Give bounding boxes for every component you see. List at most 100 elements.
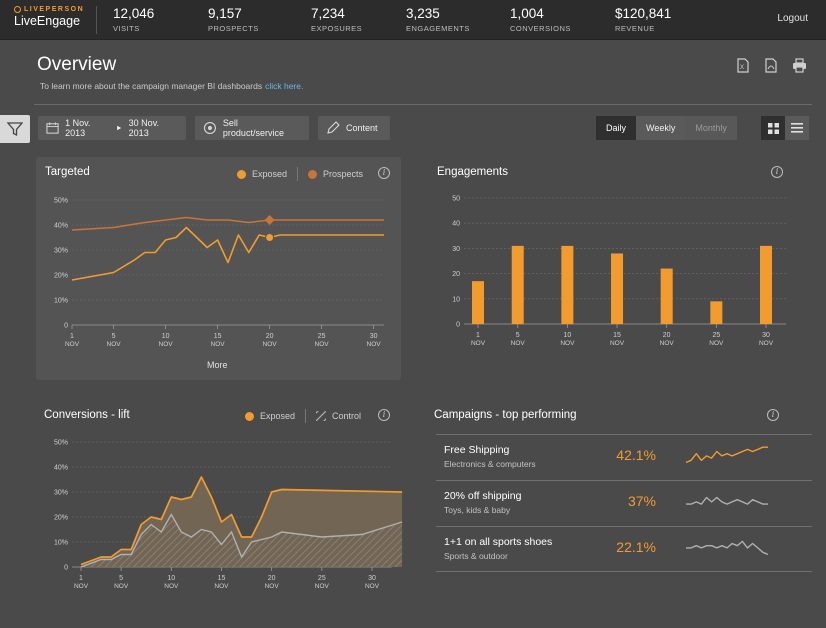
x-tick-label: 25 <box>712 332 720 339</box>
engagements-title: Engagements <box>437 166 508 178</box>
list-view-button[interactable] <box>785 116 809 140</box>
excel-export-icon[interactable]: X <box>736 58 750 73</box>
x-tick-month: NOV <box>265 583 280 590</box>
stat-value: 3,235 <box>406 6 440 21</box>
series-line-exposed[interactable] <box>80 476 403 566</box>
subtitle-text: To learn more about the campaign manager… <box>40 81 263 91</box>
learn-more-link[interactable]: click here. <box>265 81 304 91</box>
stat-label: REVENUE <box>615 24 655 33</box>
x-tick-month: NOV <box>511 340 526 347</box>
engagement-bar[interactable] <box>561 245 574 324</box>
x-tick-label: 20 <box>268 575 276 582</box>
conversions-title: Conversions - lift <box>44 409 130 421</box>
control-hatch-icon <box>316 411 327 421</box>
conversions-info-icon[interactable]: i <box>378 409 390 421</box>
logo[interactable]: LIVEPERSON LiveEngage <box>14 6 84 28</box>
x-tick-month: NOV <box>65 341 80 348</box>
campaign-row[interactable]: 20% off shipping Toys, kids & baby 37% <box>436 480 812 526</box>
y-tick-label: 30% <box>54 248 68 255</box>
goal-button[interactable]: Sell product/service <box>195 116 309 140</box>
x-tick-label: 30 <box>368 575 376 582</box>
y-tick-label: 0 <box>64 565 68 572</box>
engagement-bar[interactable] <box>511 245 524 324</box>
x-tick-label: 1 <box>79 575 83 582</box>
stat-revenue: $120,841 REVENUE <box>615 6 671 33</box>
y-tick-label: 30% <box>54 490 68 497</box>
x-tick-month: NOV <box>610 340 625 347</box>
engagement-bar[interactable] <box>710 301 723 324</box>
engagement-bar[interactable] <box>472 281 484 324</box>
x-tick-label: 20 <box>266 333 274 340</box>
stat-visits: 12,046 VISITS <box>113 6 154 33</box>
target-icon <box>203 121 216 135</box>
y-tick-label: 0 <box>456 322 460 329</box>
conv-exposed-legend-label: Exposed <box>260 411 296 421</box>
campaign-sparkline <box>686 496 768 505</box>
campaign-category: Sports & outdoor <box>444 551 508 561</box>
view-toggle <box>761 116 809 140</box>
top-bar: LIVEPERSON LiveEngage 12,046 VISITS 9,157 P… <box>0 0 826 40</box>
content-button[interactable]: Content <box>318 116 390 140</box>
logout-link[interactable]: Logout <box>777 13 808 24</box>
campaign-sparkline <box>686 540 769 556</box>
engagements-info-icon[interactable]: i <box>771 166 783 178</box>
grid-view-button[interactable] <box>761 116 785 140</box>
engagement-bar[interactable] <box>660 268 673 324</box>
date-range-button[interactable]: 1 Nov. 2013 ► 30 Nov. 2013 <box>38 116 186 140</box>
period-weekly-tab[interactable]: Weekly <box>636 116 686 140</box>
period-daily-tab[interactable]: Daily <box>596 116 637 140</box>
pdf-export-icon[interactable] <box>764 58 778 73</box>
period-monthly-tab[interactable]: Monthly <box>685 116 737 140</box>
x-tick-month: NOV <box>159 341 174 348</box>
header-rule <box>34 104 812 105</box>
print-icon[interactable] <box>792 58 806 73</box>
engagement-bar[interactable] <box>760 245 772 324</box>
stat-value: $120,841 <box>615 6 672 21</box>
x-tick-month: NOV <box>263 341 278 348</box>
conv-exposed-legend-dot <box>245 411 254 421</box>
x-tick-label: 10 <box>167 575 175 582</box>
campaigns-title: Campaigns - top performing <box>434 409 577 421</box>
x-tick-month: NOV <box>660 340 675 347</box>
y-tick-label: 40 <box>452 221 460 228</box>
x-tick-month: NOV <box>560 340 575 347</box>
x-tick-label: 5 <box>119 575 123 582</box>
campaign-row[interactable]: Free Shipping Electronics & computers 42.1… <box>436 434 812 480</box>
x-tick-label: 10 <box>563 332 571 339</box>
y-tick-label: 20 <box>452 271 460 278</box>
targeted-info-icon[interactable]: i <box>378 167 390 179</box>
x-tick-label: 1 <box>476 332 480 339</box>
content-label: Content <box>346 123 378 133</box>
campaign-row[interactable]: 1+1 on all sports shoes Sports & outdoor 2… <box>436 526 812 572</box>
x-tick-month: NOV <box>214 583 229 590</box>
campaign-name: 1+1 on all sports shoes <box>444 536 553 548</box>
exposed-marker[interactable] <box>265 233 275 242</box>
x-tick-month: NOV <box>367 341 382 348</box>
filter-button[interactable] <box>0 115 30 143</box>
x-tick-label: 15 <box>613 332 621 339</box>
x-tick-label: 30 <box>370 333 378 340</box>
prospects-marker[interactable] <box>264 215 275 225</box>
conv-legend-divider <box>305 409 307 423</box>
x-tick-label: 15 <box>214 333 222 340</box>
x-tick-label: 25 <box>318 333 326 340</box>
stat-label: EXPOSURES <box>311 24 363 33</box>
campaigns-bottom-rule <box>436 571 812 572</box>
y-tick-label: 50 <box>452 196 460 203</box>
series-line-control[interactable] <box>80 513 403 568</box>
campaigns-info-icon[interactable]: i <box>767 409 779 421</box>
campaign-category: Toys, kids & baby <box>444 505 511 515</box>
y-tick-label: 20% <box>54 515 68 522</box>
x-tick-month: NOV <box>107 341 122 348</box>
x-tick-month: NOV <box>211 341 226 348</box>
targeted-title: Targeted <box>45 166 90 178</box>
y-tick-label: 10 <box>452 296 460 303</box>
stat-exposures: 7,234 EXPOSURES <box>311 6 362 33</box>
targeted-panel <box>36 157 401 380</box>
series-line-prospects[interactable] <box>71 216 384 231</box>
stat-value: 9,157 <box>208 6 242 21</box>
more-button[interactable]: More <box>207 360 228 370</box>
engagement-bar[interactable] <box>611 253 624 324</box>
stat-value: 12,046 <box>113 6 155 21</box>
